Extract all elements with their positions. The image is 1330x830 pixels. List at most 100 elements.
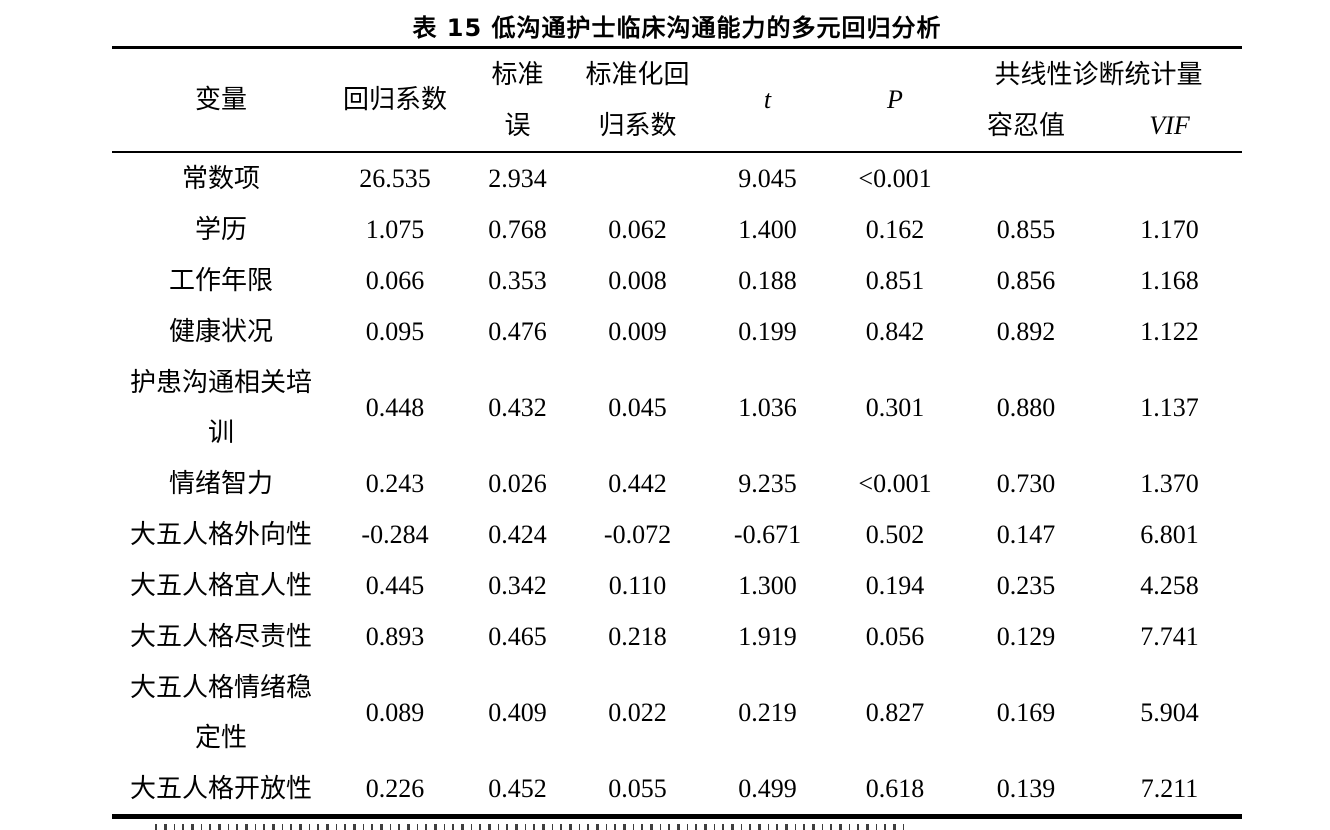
cell-vif: 1.370 — [1140, 468, 1199, 498]
regression-table: 变量 回归系数 标准 误 标准化回 归系数 t P 共线性诊断统计量 容忍值 V… — [112, 46, 1242, 819]
header-vif: VIF — [1149, 110, 1190, 140]
cell-vif: 7.741 — [1140, 621, 1199, 651]
cell-coef: 0.893 — [365, 621, 425, 651]
cell-coef: 1.075 — [365, 214, 425, 244]
cell-se: 0.432 — [488, 392, 547, 422]
cell-p: 0.842 — [865, 316, 925, 346]
cell-variable: 健康状况 — [112, 306, 330, 357]
cell-tolerance: 0.129 — [996, 621, 1056, 651]
cell-variable: 大五人格宜人性 — [112, 560, 330, 611]
header-tolerance: 容忍值 — [986, 110, 1065, 140]
cell-vif: 7.211 — [1140, 773, 1199, 803]
cell-t: 1.400 — [738, 214, 797, 244]
cell-p: 0.301 — [865, 392, 925, 422]
cell-coef: -0.284 — [361, 519, 429, 549]
cell-vif: 1.170 — [1140, 214, 1199, 244]
table-header: 变量 回归系数 标准 误 标准化回 归系数 t P 共线性诊断统计量 容忍值 V… — [112, 49, 1242, 153]
cell-tolerance: 0.892 — [996, 316, 1056, 346]
cell-se: 0.465 — [488, 621, 547, 651]
cell-std-coef: 0.055 — [608, 773, 667, 803]
cell-t: 0.188 — [738, 265, 797, 295]
cell-tolerance: 0.235 — [996, 570, 1056, 600]
header-p-value: P — [887, 85, 903, 114]
cell-vif: 1.137 — [1140, 392, 1199, 422]
cell-coef: 0.066 — [365, 265, 425, 295]
cell-tolerance: 0.855 — [996, 214, 1056, 244]
table-row: 大五人格外向性 -0.284 0.424 -0.072 -0.671 0.502 0.147… — [112, 509, 1242, 560]
cell-variable: 工作年限 — [112, 255, 330, 306]
cell-se: 0.026 — [488, 468, 547, 498]
cell-coef: 0.445 — [365, 570, 425, 600]
cell-tolerance: 0.880 — [996, 392, 1056, 422]
cell-t: 0.199 — [738, 316, 797, 346]
cell-p: <0.001 — [858, 468, 932, 498]
cell-se: 0.452 — [488, 773, 547, 803]
cell-variable: 大五人格情绪稳 定性 — [112, 662, 330, 763]
cell-std-coef: -0.072 — [603, 519, 672, 549]
cell-t: 1.036 — [738, 392, 797, 422]
cell-vif: 5.904 — [1140, 697, 1199, 727]
table-row: 护患沟通相关培训 0.448 0.432 0.045 1.036 0.301 0.880 1.… — [112, 357, 1242, 458]
variable-name-line: 定性 — [194, 722, 247, 752]
cell-se: 0.342 — [488, 570, 547, 600]
cell-se: 0.353 — [488, 265, 547, 295]
variable-name-line: 情绪智力 — [168, 468, 273, 498]
variable-name-line: 大五人格外向性 — [129, 519, 312, 549]
cell-vif: 6.801 — [1140, 519, 1199, 549]
cell-std-coef: 0.008 — [608, 265, 667, 295]
cell-coef: 0.089 — [365, 697, 425, 727]
header-std-error-line2: 误 — [504, 110, 531, 140]
cell-tolerance: 0.730 — [996, 468, 1056, 498]
cell-std-coef: 0.062 — [608, 214, 667, 244]
header-t-value: t — [763, 85, 772, 114]
cell-vif — [1097, 153, 1242, 204]
cell-p: 0.162 — [865, 214, 925, 244]
cell-t: 0.219 — [738, 697, 797, 727]
header-std-coef-line1: 标准化回 — [585, 59, 690, 89]
table-row: 情绪智力 0.243 0.026 0.442 9.235 <0.001 0.730 1.370 — [112, 458, 1242, 509]
variable-name-line: 大五人格情绪稳 — [129, 672, 312, 702]
cell-p: 0.056 — [865, 621, 925, 651]
cell-tolerance: 0.147 — [996, 519, 1056, 549]
table-title: 表 15 低沟通护士临床沟通能力的多元回归分析 — [412, 14, 942, 42]
header-std-coef-line2: 归系数 — [598, 110, 677, 140]
cell-std-coef: 0.110 — [608, 570, 667, 600]
variable-name-line: 健康状况 — [168, 316, 273, 346]
variable-name-line: 学历 — [194, 214, 247, 244]
cell-t: 1.300 — [738, 570, 797, 600]
variable-name-line: 训 — [207, 417, 234, 447]
variable-name-line: 常数项 — [181, 163, 260, 193]
cell-std-coef: 0.442 — [608, 468, 667, 498]
cell-coef: 0.095 — [365, 316, 425, 346]
cell-tolerance — [955, 153, 1097, 204]
table-row: 工作年限 0.066 0.353 0.008 0.188 0.851 0.856 1.168 — [112, 255, 1242, 306]
table-row: 常数项 26.535 2.934 9.045 <0.001 — [112, 153, 1242, 204]
variable-name-line: 工作年限 — [168, 265, 273, 295]
cell-tolerance: 0.169 — [996, 697, 1056, 727]
cell-se: 2.934 — [488, 163, 547, 193]
cell-coef: 0.243 — [365, 468, 425, 498]
table-row: 大五人格情绪稳 定性 0.089 0.409 0.022 0.219 0.827 0.169 5… — [112, 662, 1242, 763]
table-row: 学历 1.075 0.768 0.062 1.400 0.162 0.855 1.170 — [112, 204, 1242, 255]
table-row: 大五人格宜人性 0.445 0.342 0.110 1.300 0.194 0.235 4.2… — [112, 560, 1242, 611]
cell-p: 0.194 — [865, 570, 925, 600]
cell-t: 9.235 — [738, 468, 797, 498]
cell-se: 0.768 — [488, 214, 547, 244]
cell-p: 0.851 — [865, 265, 925, 295]
cell-variable: 常数项 — [112, 153, 330, 204]
table-body: 常数项 26.535 2.934 9.045 <0.001 学历 1.075 0.768 0.0… — [112, 153, 1242, 814]
cell-std-coef: 0.022 — [608, 697, 667, 727]
cell-vif: 1.122 — [1140, 316, 1199, 346]
table-row: 健康状况 0.095 0.476 0.009 0.199 0.842 0.892 1.122 — [112, 306, 1242, 357]
cell-variable: 护患沟通相关培训 — [112, 357, 330, 458]
header-collinearity-group: 共线性诊断统计量 — [994, 59, 1203, 89]
cell-vif: 4.258 — [1140, 570, 1199, 600]
table-row: 大五人格开放性 0.226 0.452 0.055 0.499 0.618 0.139 7.2… — [112, 763, 1242, 814]
cell-p: 0.502 — [865, 519, 925, 549]
cell-p: 0.827 — [865, 697, 925, 727]
cell-std-coef: 0.009 — [608, 316, 667, 346]
header-coefficient: 回归系数 — [342, 85, 447, 114]
header-std-error-line1: 标准 — [491, 59, 544, 89]
variable-name-line: 护患沟通相关培 — [129, 367, 312, 397]
variable-name-line: 大五人格开放性 — [129, 773, 312, 803]
